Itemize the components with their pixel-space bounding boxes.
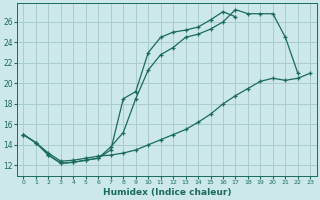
X-axis label: Humidex (Indice chaleur): Humidex (Indice chaleur) [103, 188, 231, 197]
